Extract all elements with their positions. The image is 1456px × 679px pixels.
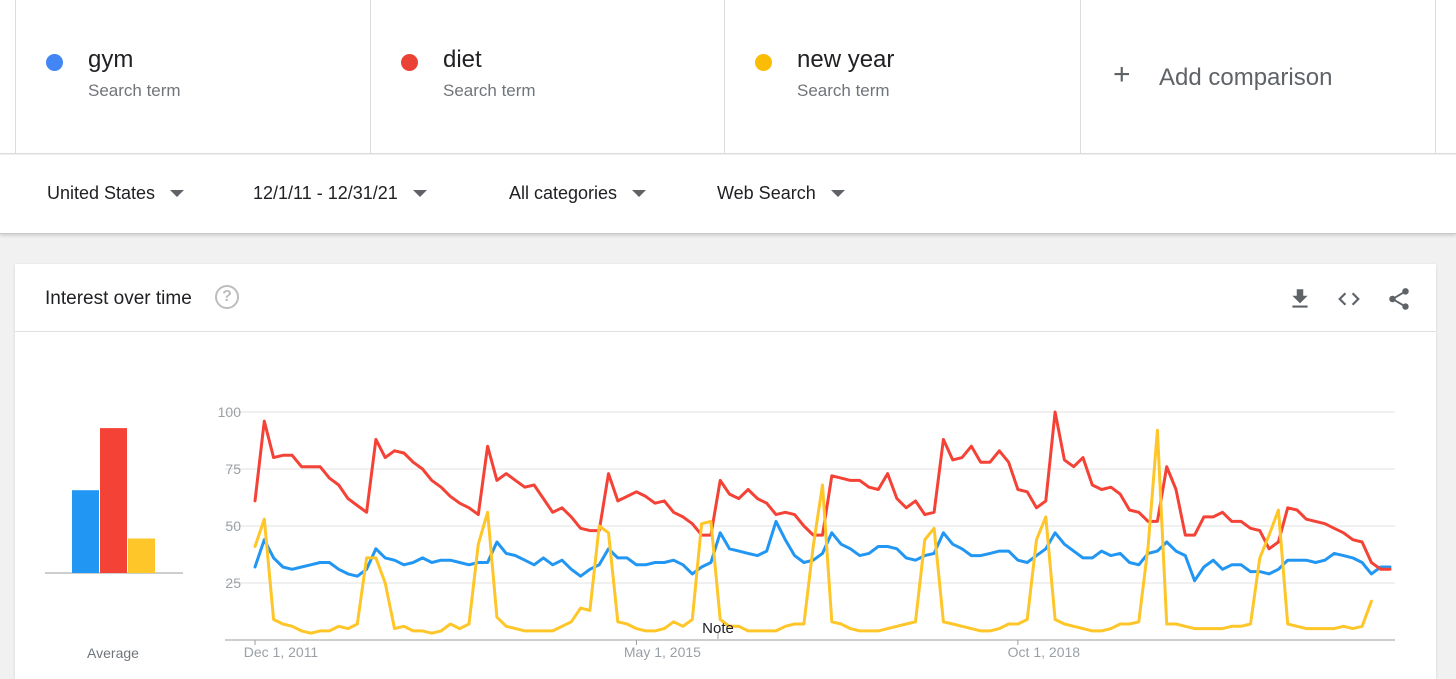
y-tick-label: 25 [225, 575, 241, 591]
add-comparison-button[interactable]: + Add comparison [1080, 0, 1436, 154]
chevron-down-icon [830, 190, 845, 197]
average-bar-diet[interactable] [100, 428, 127, 573]
note-annotation[interactable]: Note [702, 620, 734, 637]
term-type: Search term [797, 81, 890, 100]
region-dropdown[interactable]: United States [47, 183, 185, 204]
date-range-label: 12/1/11 - 12/31/21 [253, 183, 398, 203]
chevron-down-icon [412, 190, 427, 197]
add-comparison-label: Add comparison [1159, 64, 1333, 91]
series-color-dot [755, 54, 772, 71]
plus-icon: + [1113, 58, 1131, 91]
series-color-dot [46, 54, 63, 71]
series-line-gym[interactable] [253, 519, 1392, 583]
x-tick-label: Dec 1, 2011 [244, 644, 319, 660]
category-label: All categories [509, 183, 618, 203]
region-label: United States [47, 183, 156, 203]
average-bar-new-year[interactable] [128, 538, 155, 574]
compare-bar: gym Search term diet Search term new yea… [0, 0, 1456, 154]
date-range-dropdown[interactable]: 12/1/11 - 12/31/21 [253, 183, 427, 204]
card-header: Interest over time ? [15, 264, 1436, 332]
share-icon[interactable] [1386, 286, 1412, 312]
category-dropdown[interactable]: All categories [509, 183, 647, 204]
term-gym[interactable]: gym Search term [15, 0, 371, 154]
term-name: new year [797, 46, 895, 73]
term-type: Search term [88, 81, 181, 100]
term-type: Search term [443, 81, 536, 100]
x-tick-label: Oct 1, 2018 [1008, 644, 1081, 660]
term-name: gym [88, 46, 134, 73]
average-bar-gym[interactable] [72, 490, 99, 573]
help-icon[interactable]: ? [215, 285, 239, 309]
download-icon[interactable] [1287, 286, 1313, 312]
series-color-dot [401, 54, 418, 71]
y-tick-label: 75 [225, 461, 241, 477]
y-tick-label: 50 [225, 518, 241, 534]
term-new-year[interactable]: new year Search term [724, 0, 1080, 154]
interest-line-chart: 25 50 75 100 Dec 1, 2011 May 1, 2015 Oct 1, 2… [218, 404, 1395, 660]
term-name: diet [443, 46, 482, 73]
x-tick-label: May 1, 2015 [624, 644, 701, 660]
y-tick-label: 100 [218, 404, 242, 420]
search-type-label: Web Search [717, 183, 816, 203]
card-title: Interest over time [45, 288, 192, 309]
series-line-new-year[interactable] [253, 428, 1373, 635]
filter-bar: United States 12/1/11 - 12/31/21 All cat… [0, 155, 1456, 234]
chevron-down-icon [170, 190, 185, 197]
search-type-dropdown[interactable]: Web Search [717, 183, 845, 204]
chevron-down-icon [632, 190, 647, 197]
series-line-diet[interactable] [253, 410, 1392, 571]
average-label: Average [87, 645, 139, 661]
embed-icon[interactable] [1336, 286, 1362, 312]
average-bar-chart: Average [45, 428, 183, 661]
term-diet[interactable]: diet Search term [370, 0, 725, 154]
interest-over-time-card: Interest over time ? Average 25 50 75 100 D… [15, 264, 1436, 679]
